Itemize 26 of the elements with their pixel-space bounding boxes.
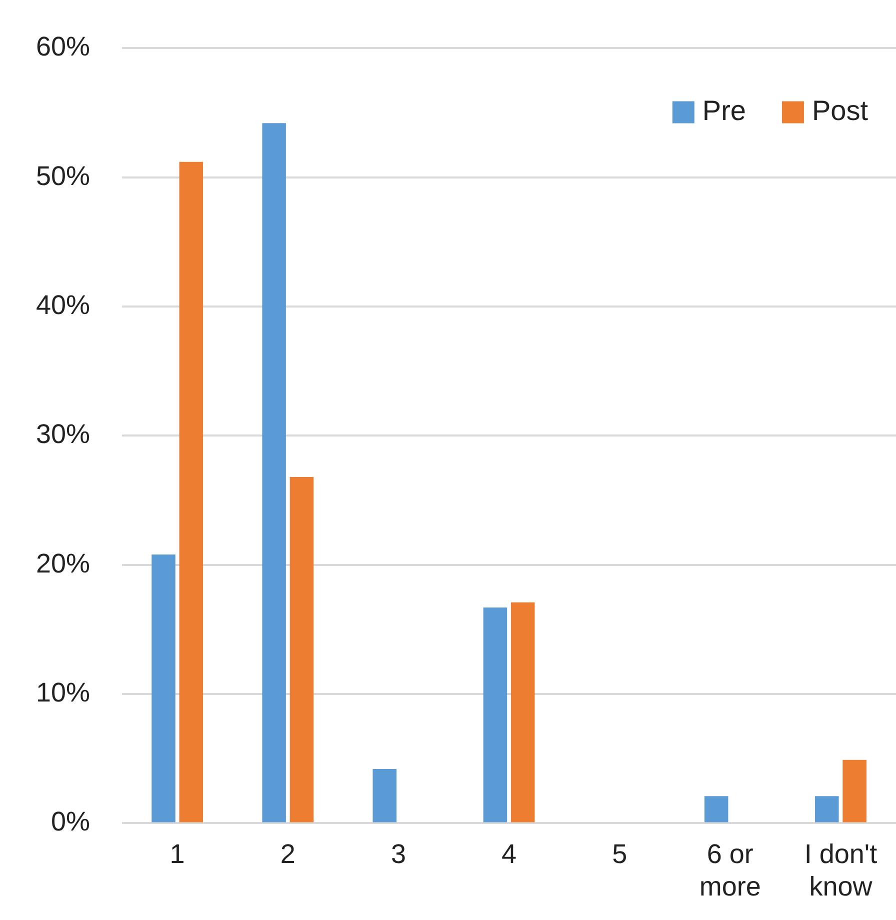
bar xyxy=(179,162,204,822)
legend-label: Pre xyxy=(702,94,746,126)
y-tick-label: 50% xyxy=(36,160,90,191)
x-tick-label: 1 xyxy=(170,838,185,869)
bar xyxy=(152,554,176,822)
bar xyxy=(262,123,286,822)
y-tick-label: 30% xyxy=(36,419,90,450)
x-tick-label: 4 xyxy=(502,838,517,869)
x-tick-label: I don't know xyxy=(804,838,878,902)
x-tick-label: 6 or more xyxy=(699,838,761,902)
y-tick-label: 60% xyxy=(36,32,90,62)
y-tick-label: 40% xyxy=(36,290,90,320)
y-tick-label: 20% xyxy=(36,548,90,578)
bar xyxy=(704,796,728,822)
legend-label: Post xyxy=(812,94,868,126)
bar xyxy=(372,768,397,822)
y-tick-label: 0% xyxy=(51,806,90,837)
bar xyxy=(815,796,839,822)
y-tick-label: 10% xyxy=(36,677,90,708)
bar xyxy=(842,760,866,822)
bar xyxy=(510,602,535,822)
x-tick-label: 2 xyxy=(280,838,296,869)
x-tick-label: 5 xyxy=(612,838,628,869)
bar xyxy=(290,477,314,822)
bar xyxy=(483,607,508,822)
x-tick-label: 3 xyxy=(390,838,406,869)
